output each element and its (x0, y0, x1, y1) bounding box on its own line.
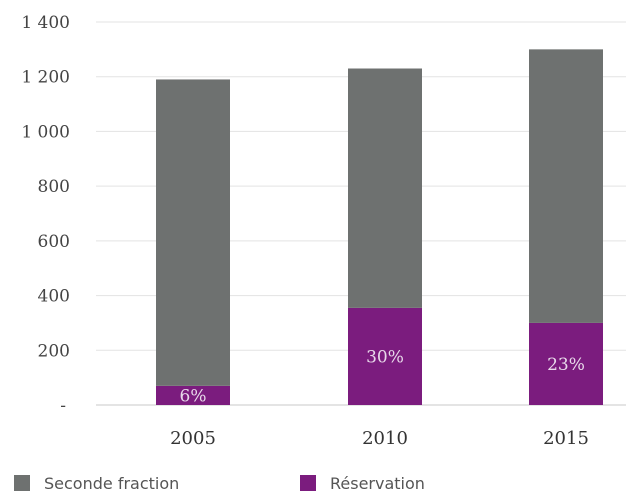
legend-label-reservation: Réservation (330, 473, 425, 493)
bar-reservation-2010 (348, 307, 422, 405)
legend-item-reservation: Réservation (300, 472, 425, 494)
data-label-reservation-2015: 23% (547, 355, 585, 375)
data-label-reservation-2010: 30% (366, 347, 404, 367)
legend: Seconde fraction Réservation (14, 472, 634, 494)
data-label-reservation-2005: 6% (180, 386, 207, 406)
y-tick-label-0: - (60, 396, 66, 416)
legend-swatch-seconde-fraction (14, 475, 30, 491)
x-tick-label-2005: 2005 (170, 428, 216, 449)
bar-reservation-2015 (529, 322, 603, 405)
y-tick-label-600: 600 (38, 232, 70, 252)
bar-seconde-fraction-2015 (529, 49, 603, 323)
data-labels: 6% 30% 23% (180, 347, 585, 406)
y-axis-ticks: - 200 400 600 800 1 000 1 200 1 400 (21, 13, 70, 416)
bar-seconde-fraction-2010 (348, 68, 422, 308)
y-tick-label-1000: 1 000 (21, 122, 70, 142)
y-tick-label-400: 400 (38, 287, 70, 307)
bars (156, 49, 603, 405)
bar-seconde-fraction-2005 (156, 79, 230, 386)
y-tick-label-1400: 1 400 (21, 13, 70, 33)
bar-reservation-2005 (156, 385, 230, 405)
x-tick-label-2015: 2015 (543, 428, 589, 449)
x-tick-label-2010: 2010 (362, 428, 408, 449)
x-axis-ticks: 2005 2010 2015 (170, 428, 589, 449)
y-tick-label-1200: 1 200 (21, 68, 70, 88)
legend-item-seconde-fraction: Seconde fraction (14, 472, 179, 494)
y-tick-label-800: 800 (38, 177, 70, 197)
legend-label-seconde-fraction: Seconde fraction (44, 473, 180, 493)
y-tick-label-200: 200 (38, 341, 70, 361)
legend-swatch-reservation (300, 475, 316, 491)
